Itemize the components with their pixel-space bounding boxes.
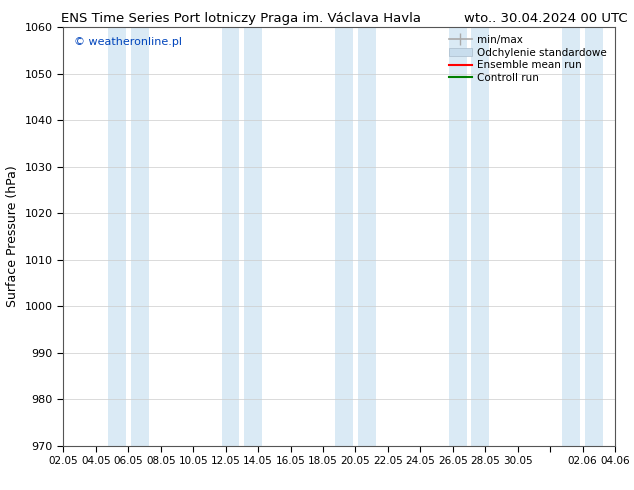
Bar <box>562 27 580 446</box>
Bar <box>472 27 489 446</box>
Bar <box>335 27 353 446</box>
Bar <box>244 27 262 446</box>
Text: wto.. 30.04.2024 00 UTC: wto.. 30.04.2024 00 UTC <box>464 12 628 25</box>
Y-axis label: Surface Pressure (hPa): Surface Pressure (hPa) <box>6 166 19 307</box>
Bar <box>221 27 240 446</box>
Bar <box>449 27 467 446</box>
Bar <box>358 27 376 446</box>
Legend: min/max, Odchylenie standardowe, Ensemble mean run, Controll run: min/max, Odchylenie standardowe, Ensembl… <box>446 32 610 86</box>
Bar <box>585 27 603 446</box>
Bar <box>108 27 126 446</box>
Text: © weatheronline.pl: © weatheronline.pl <box>74 37 183 48</box>
Text: ENS Time Series Port lotniczy Praga im. Václava Havla: ENS Time Series Port lotniczy Praga im. … <box>61 12 421 25</box>
Bar <box>131 27 148 446</box>
